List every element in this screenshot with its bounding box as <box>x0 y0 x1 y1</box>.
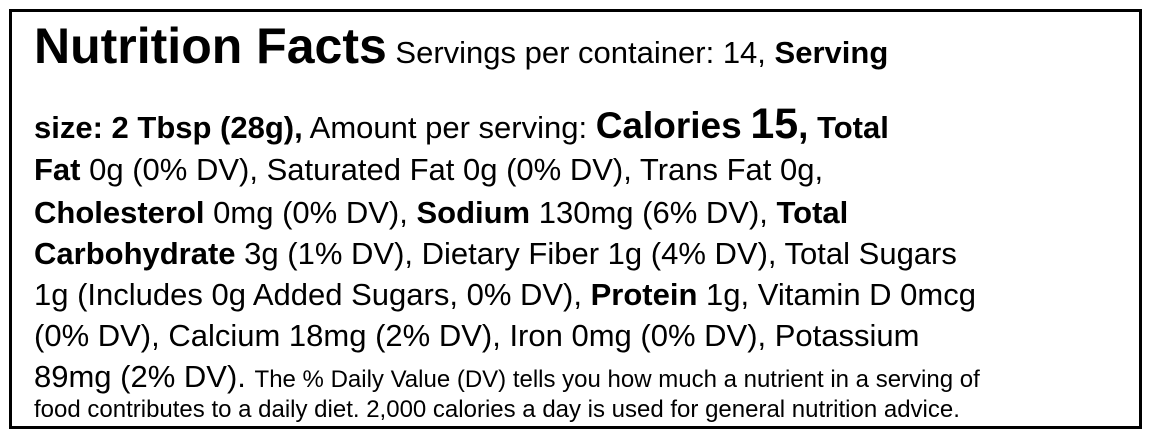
sodium-value: 130mg (6% DV), <box>538 195 768 230</box>
sodium-label: Sodium <box>416 195 531 230</box>
protein-value: 1g, Vitamin D 0mcg <box>706 277 976 312</box>
servings-per-container: Servings per container: 14, <box>395 35 766 70</box>
calories-label: Calories <box>595 105 742 146</box>
minerals-text: (0% DV), Calcium 18mg (2% DV), Iron 0mg … <box>34 318 920 353</box>
label-line-5: Carbohydrate 3g (1% DV), Dietary Fiber 1… <box>34 236 957 272</box>
nutrition-facts-label: Nutrition Facts Servings per container: … <box>9 9 1142 429</box>
nutrition-facts-title: Nutrition Facts <box>34 18 387 74</box>
potassium-value: 89mg (2% DV). <box>34 359 246 394</box>
sugars-text: 1g (Includes 0g Added Sugars, 0% DV), <box>34 277 582 312</box>
total-fat-label: Fat <box>34 152 81 187</box>
total-carbohydrate-label: Carbohydrate <box>34 236 236 271</box>
label-line-9: food contributes to a daily diet. 2,000 … <box>34 396 960 424</box>
label-line-1: Nutrition Facts Servings per container: … <box>34 21 889 71</box>
protein-label: Protein <box>590 277 698 312</box>
daily-value-footnote-end: food contributes to a daily diet. 2,000 … <box>34 396 960 423</box>
carbohydrate-value: 3g (1% DV), Dietary Fiber 1g (4% DV), To… <box>244 236 957 271</box>
label-line-2: size: 2 Tbsp (28g), Amount per serving: … <box>34 103 889 146</box>
label-line-7: (0% DV), Calcium 18mg (2% DV), Iron 0mg … <box>34 318 919 354</box>
serving-size-label-start: Serving <box>774 35 889 70</box>
amount-per-serving: Amount per serving: <box>309 110 588 145</box>
label-line-6: 1g (Includes 0g Added Sugars, 0% DV), Pr… <box>34 277 976 313</box>
total-fat-value: 0g (0% DV), Saturated Fat 0g (0% DV), Tr… <box>89 152 824 187</box>
cholesterol-label: Cholesterol <box>34 195 205 230</box>
daily-value-footnote-start: The % Daily Value (DV) tells you how muc… <box>254 366 980 393</box>
total-carbohydrate-label-start: Total <box>776 195 849 230</box>
total-fat-label-start: Total <box>817 110 889 145</box>
label-line-4: Cholesterol 0mg (0% DV), Sodium 130mg (6… <box>34 195 848 231</box>
cholesterol-value: 0mg (0% DV), <box>213 195 408 230</box>
label-line-8: 89mg (2% DV). The % Daily Value (DV) tel… <box>34 359 980 398</box>
calories-comma: , <box>798 105 809 146</box>
calories-value: 15 <box>750 100 799 148</box>
serving-size-label: size: 2 Tbsp (28g), <box>34 110 303 145</box>
label-line-3: Fat 0g (0% DV), Saturated Fat 0g (0% DV)… <box>34 152 823 188</box>
